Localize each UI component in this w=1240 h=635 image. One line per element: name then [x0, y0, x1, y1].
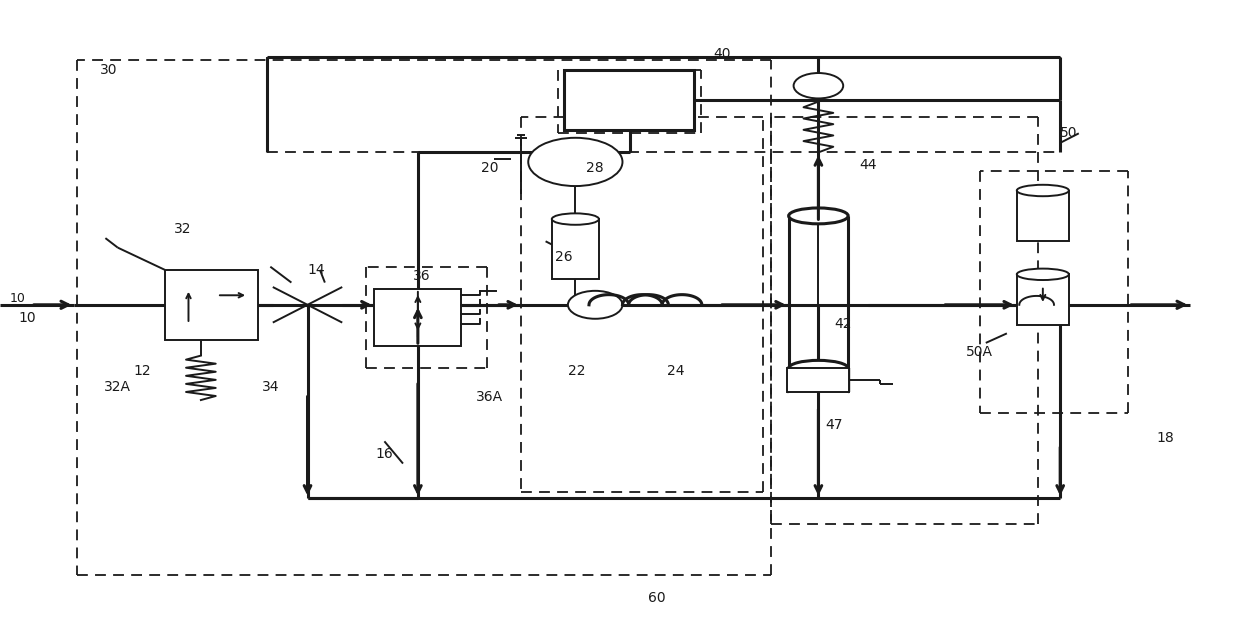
- Text: 34: 34: [262, 380, 279, 394]
- Text: 40: 40: [713, 47, 730, 61]
- Text: 50: 50: [1060, 126, 1078, 140]
- Text: 30: 30: [100, 63, 118, 77]
- Text: 32A: 32A: [104, 380, 131, 394]
- Bar: [564, 70, 694, 130]
- Text: 26: 26: [556, 250, 573, 264]
- Bar: [1017, 274, 1069, 325]
- Text: 47: 47: [826, 418, 843, 432]
- Text: 32: 32: [174, 222, 191, 236]
- Text: 10: 10: [19, 311, 36, 324]
- Ellipse shape: [789, 361, 848, 376]
- Text: 42: 42: [835, 317, 852, 331]
- Bar: [1017, 190, 1069, 241]
- Text: 18: 18: [1157, 431, 1174, 445]
- Circle shape: [528, 138, 622, 186]
- Text: 14: 14: [308, 263, 325, 277]
- Circle shape: [568, 291, 622, 319]
- Circle shape: [794, 73, 843, 98]
- Text: 10: 10: [10, 292, 26, 305]
- Text: 28: 28: [587, 161, 604, 175]
- Text: 50A: 50A: [966, 345, 993, 359]
- Bar: [374, 289, 461, 346]
- Text: 44: 44: [859, 158, 877, 172]
- Ellipse shape: [789, 208, 848, 224]
- Text: 24: 24: [667, 364, 684, 378]
- Text: 36A: 36A: [476, 390, 503, 404]
- Text: 12: 12: [134, 364, 151, 378]
- Ellipse shape: [1017, 185, 1069, 196]
- Text: 20: 20: [481, 161, 498, 175]
- Text: 60: 60: [649, 591, 666, 605]
- Ellipse shape: [1017, 269, 1069, 280]
- Bar: [165, 270, 258, 340]
- Bar: [787, 368, 849, 392]
- Text: 36: 36: [413, 269, 430, 283]
- Ellipse shape: [552, 213, 599, 225]
- Bar: [552, 219, 599, 279]
- Text: 22: 22: [568, 364, 585, 378]
- Text: 16: 16: [376, 447, 393, 461]
